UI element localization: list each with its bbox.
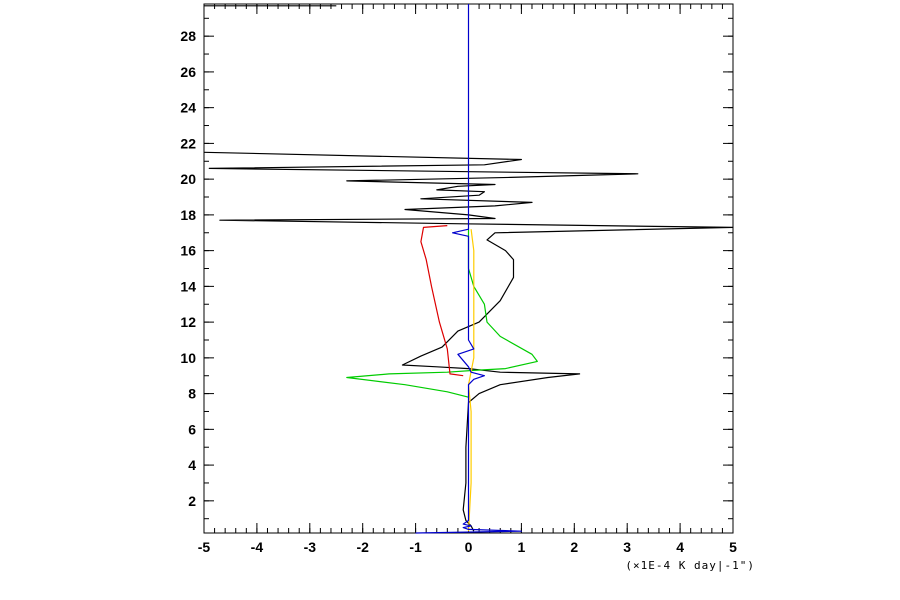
x-tick-label: 5 xyxy=(729,539,737,555)
series-line-5 xyxy=(415,4,522,534)
x-tick-label: -4 xyxy=(251,539,264,555)
x-tick-label: 0 xyxy=(465,539,473,555)
x-tick-label: 1 xyxy=(518,539,526,555)
series-line-4 xyxy=(467,229,475,532)
series-line-3 xyxy=(420,225,464,377)
y-tick-label: 14 xyxy=(180,278,196,294)
x-tick-label: -2 xyxy=(356,539,369,555)
x-tick-label: -3 xyxy=(304,539,317,555)
series-line-2 xyxy=(346,229,538,398)
y-tick-label: 8 xyxy=(188,386,196,402)
x-tick-label: -1 xyxy=(409,539,422,555)
y-tick-label: 10 xyxy=(180,350,196,366)
x-tick-label: 3 xyxy=(623,539,631,555)
series-line-1 xyxy=(203,151,734,532)
y-tick-label: 6 xyxy=(188,421,196,437)
y-tick-label: 18 xyxy=(180,207,196,223)
y-tick-label: 16 xyxy=(180,243,196,259)
series-group xyxy=(203,4,734,534)
x-tick-label: 2 xyxy=(570,539,578,555)
y-tick-label: 22 xyxy=(180,135,196,151)
y-tick-label: 2 xyxy=(188,493,196,509)
y-tick-label: 26 xyxy=(180,64,196,80)
x-unit-label: (×1E-4 K day|-1") xyxy=(625,559,755,572)
x-tick-label: -5 xyxy=(198,539,211,555)
y-tick-label: 24 xyxy=(180,100,196,116)
x-tick-label: 4 xyxy=(676,539,684,555)
y-tick-label: 4 xyxy=(188,457,196,473)
y-tick-label: 28 xyxy=(180,28,196,44)
y-tick-label: 12 xyxy=(180,314,196,330)
y-tick-label: 20 xyxy=(180,171,196,187)
